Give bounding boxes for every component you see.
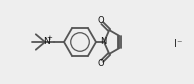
Text: I⁻: I⁻ (174, 39, 182, 49)
Text: N: N (100, 37, 107, 47)
Text: +: + (47, 35, 52, 41)
Text: O: O (97, 59, 104, 68)
Text: O: O (97, 16, 104, 25)
Text: N: N (43, 37, 50, 46)
